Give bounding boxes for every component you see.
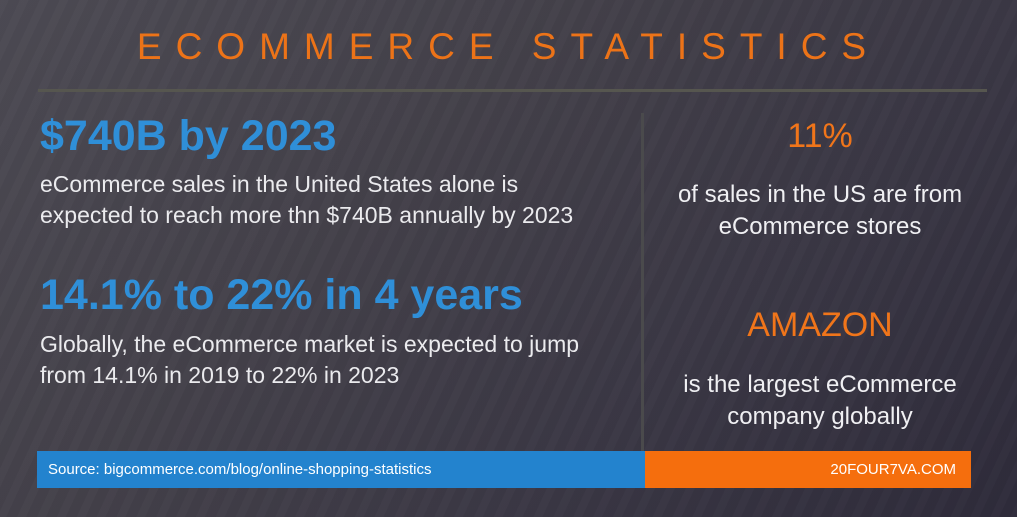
stat-headline: $740B by 2023 <box>40 112 337 160</box>
page-title: ECOMMERCE STATISTICS <box>136 26 881 67</box>
stat-headline: 14.1% to 22% in 4 years <box>40 271 523 320</box>
stat-description: Globally, the eCommerce market is expect… <box>40 330 580 388</box>
left-column: $740B by 2023 eCommerce sales in the Uni… <box>40 112 620 391</box>
stat-description: eCommerce sales in the United States alo… <box>40 171 574 229</box>
stat-headline: 11% <box>787 117 853 155</box>
stat-740b: $740B by 2023 eCommerce sales in the Uni… <box>40 112 620 231</box>
stat-amazon: AMAZON is the largest eCommerce company … <box>645 306 995 432</box>
source-bar: Source: bigcommerce.com/blog/online-shop… <box>37 451 645 488</box>
stat-11-percent: 11% of sales in the US are from eCommerc… <box>645 117 995 243</box>
title-divider-line <box>38 89 987 92</box>
right-column: 11% of sales in the US are from eCommerc… <box>645 117 995 433</box>
stat-headline: AMAZON <box>747 306 893 345</box>
stat-description: of sales in the US are from eCommerce st… <box>677 181 963 241</box>
website-bar: 20FOUR7VA.COM <box>645 451 971 488</box>
source-text: Source: bigcommerce.com/blog/online-shop… <box>48 461 432 478</box>
website-text: 20FOUR7VA.COM <box>830 461 956 478</box>
stat-description: is the largest eCommerce company globall… <box>683 370 957 430</box>
column-divider-line <box>641 113 644 452</box>
stat-market-growth: 14.1% to 22% in 4 years Globally, the eC… <box>40 271 620 390</box>
